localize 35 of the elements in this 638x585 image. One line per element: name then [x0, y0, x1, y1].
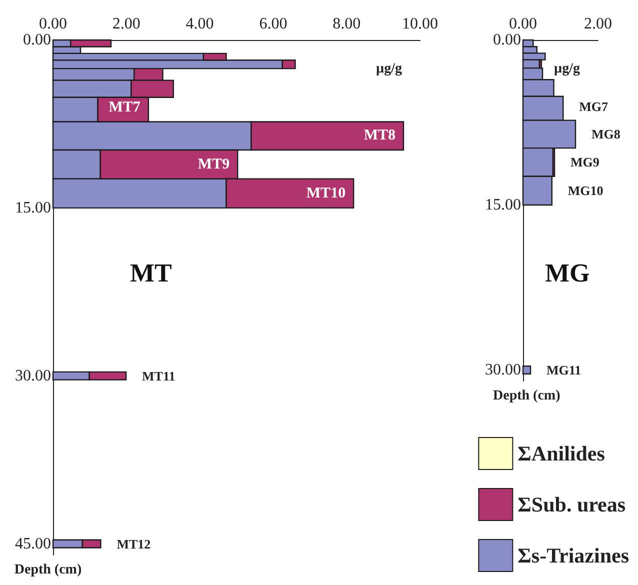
annotation: MG10	[568, 183, 604, 198]
annotation: MG8	[592, 126, 621, 142]
x-tick-label: 8.00	[332, 16, 361, 32]
annotation: MG	[545, 258, 590, 288]
annotation: MG7	[579, 99, 609, 114]
annotation: MT7	[108, 100, 141, 116]
annotation: MT9	[198, 156, 230, 172]
x-axis-title: µg/g	[376, 62, 402, 76]
y-axis-title: Depth (cm)	[14, 562, 82, 578]
annotation: MT11	[142, 368, 176, 384]
y-tick-label: 0.00	[23, 32, 51, 48]
legend-label: ΣAnilides	[518, 442, 605, 466]
y-tick-label: 45.00	[15, 535, 51, 552]
x-tick-label: 4.00	[186, 16, 214, 32]
y-tick-label: 15.00	[15, 199, 51, 216]
y-tick-label: 30.00	[485, 362, 521, 378]
x-tick-label: 0.00	[509, 16, 537, 32]
x-tick-label: 6.00	[259, 16, 288, 32]
y-tick-label: 15.00	[485, 196, 521, 214]
y-tick-label: 30.00	[15, 367, 51, 384]
annotation: MT8	[364, 128, 396, 144]
legend-label: ΣSub. ureas	[518, 492, 626, 516]
legend-label: Σs-Triazines	[518, 544, 629, 568]
x-tick-label: 10.00	[402, 16, 438, 32]
annotation: MG9	[570, 154, 600, 170]
y-axis-title: Depth (cm)	[493, 388, 561, 404]
annotation: MG11	[546, 362, 582, 378]
annotation: MT10	[306, 185, 346, 202]
x-tick-label: 0.00	[39, 16, 67, 32]
y-tick-label: 0.00	[493, 32, 521, 48]
annotation: MT	[130, 258, 172, 288]
x-tick-label: 2.00	[112, 16, 140, 32]
x-tick-label: 2.00	[584, 16, 612, 32]
x-axis-title: µg/g	[554, 62, 580, 76]
annotation: MT12	[116, 536, 151, 552]
